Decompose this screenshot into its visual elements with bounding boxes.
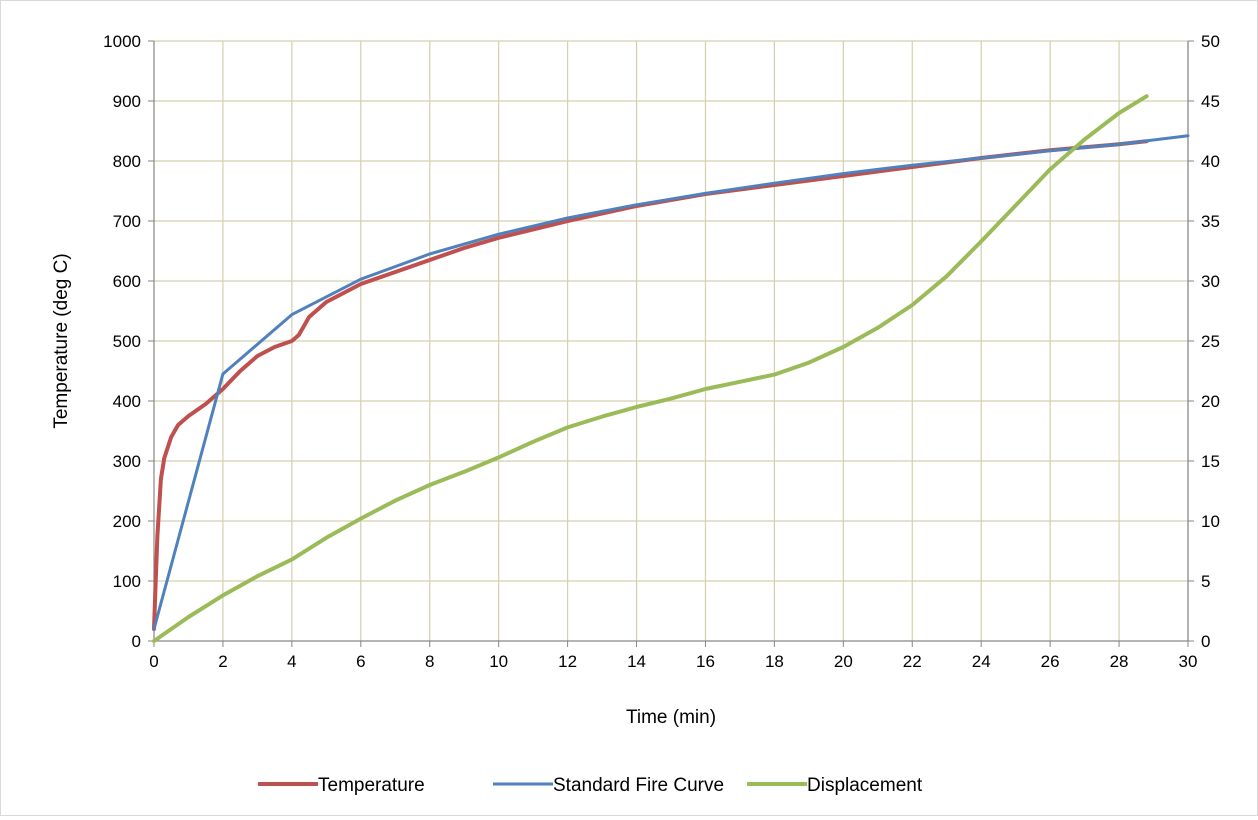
series-line-displacement [152, 94, 1149, 643]
x-tick-label: 0 [149, 652, 158, 671]
y-tick-label: 400 [113, 392, 141, 411]
y2-tick-label: 30 [1201, 272, 1220, 291]
x-tick-label: 28 [1110, 652, 1129, 671]
y-tick-label: 500 [113, 332, 141, 351]
legend-label-standard-fire-curve: Standard Fire Curve [553, 775, 724, 796]
y2-tick-label: 45 [1201, 92, 1220, 111]
y2-tick-label: 35 [1201, 212, 1220, 231]
x-tick-label: 4 [287, 652, 296, 671]
grid-lines [154, 40, 1189, 641]
axes [148, 40, 1194, 647]
y2-tick-label: 40 [1201, 152, 1220, 171]
y2-tick-label: 0 [1201, 632, 1210, 651]
series-line-temperature [152, 139, 1149, 631]
y-tick-label: 700 [113, 212, 141, 231]
x-tick-label: 10 [489, 652, 508, 671]
x-tick-label: 18 [765, 652, 784, 671]
y-tick-label: 600 [113, 272, 141, 291]
series-line-standard-fire-curve [152, 134, 1190, 631]
y-tick-label: 800 [113, 152, 141, 171]
tick-labels: 0 2 4 6 8 10 12 14 16 18 20 22 24 26 28 300100200300400… [103, 32, 1220, 671]
y-tick-label: 900 [113, 92, 141, 111]
y2-tick-label: 20 [1201, 392, 1220, 411]
y-tick-label: 300 [113, 452, 141, 471]
y-tick-label: 200 [113, 512, 141, 531]
series-group [152, 94, 1190, 643]
x-axis-title: Time (min) [626, 707, 716, 728]
y2-tick-label: 15 [1201, 452, 1220, 471]
y-tick-label: 1000 [103, 32, 141, 51]
legend-label-temperature: Temperature [318, 775, 425, 796]
x-tick-label: 24 [972, 652, 991, 671]
y-tick-label: 100 [113, 572, 141, 591]
x-tick-label: 12 [558, 652, 577, 671]
x-tick-label: 26 [1041, 652, 1060, 671]
y2-tick-label: 25 [1201, 332, 1220, 351]
x-tick-label: 14 [627, 652, 646, 671]
y-tick-label: 0 [132, 632, 141, 651]
legend-label-displacement: Displacement [807, 775, 923, 796]
x-tick-label: 2 [218, 652, 227, 671]
x-tick-label: 30 [1179, 652, 1198, 671]
x-tick-label: 6 [356, 652, 365, 671]
legend: Temperature Standard Fire Curve Displaceme… [258, 775, 923, 796]
x-tick-label: 8 [425, 652, 434, 671]
y2-tick-label: 10 [1201, 512, 1220, 531]
y2-tick-label: 5 [1201, 572, 1210, 591]
y2-tick-label: 50 [1201, 32, 1220, 51]
x-tick-label: 22 [903, 652, 922, 671]
y-axis-title: Temperature (deg C) [51, 253, 72, 428]
x-tick-label: 16 [696, 652, 715, 671]
x-tick-label: 20 [834, 652, 853, 671]
